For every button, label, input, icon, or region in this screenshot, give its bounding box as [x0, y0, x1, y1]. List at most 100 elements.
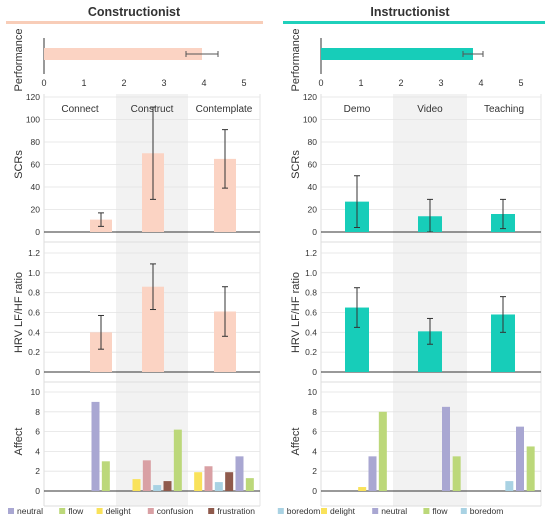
- affect-tick-label: 6: [312, 427, 317, 437]
- legend-label-confusion: confusion: [157, 506, 194, 516]
- scrs-bar: [214, 158, 236, 232]
- affect-bar-neutral: [91, 401, 100, 491]
- affect-tick-label: 0: [312, 486, 317, 496]
- legend-swatch-delight: [321, 508, 327, 514]
- affect-bar-neutral: [516, 426, 524, 491]
- scrs-tick-label: 40: [31, 182, 41, 192]
- affect-bar-flow: [526, 446, 535, 491]
- affect-bar-frustration: [225, 472, 234, 491]
- affect-ylabel: Affect: [13, 428, 25, 456]
- affect-bar-frustration: [163, 481, 172, 491]
- category-label: Teaching: [484, 104, 524, 115]
- affect-bar-confusion: [142, 460, 151, 491]
- hrv-tick-label: 1.2: [28, 248, 40, 258]
- hrv-tick-label: 0.4: [28, 327, 40, 337]
- affect-bar-delight: [132, 479, 141, 491]
- performance-tick-label: 1: [81, 78, 86, 88]
- affect-bar-flow: [173, 429, 182, 491]
- affect-bar-flow: [245, 478, 254, 491]
- hrv-tick-label: 0.4: [305, 327, 317, 337]
- legend-swatch-delight: [96, 508, 103, 514]
- performance-bar: [44, 48, 202, 60]
- performance-tick-label: 4: [478, 78, 483, 88]
- hrv-ylabel: HRV LF/HF ratio: [290, 272, 302, 353]
- performance-tick-label: 4: [201, 78, 206, 88]
- legend-label-flow: flow: [68, 506, 84, 516]
- legend-label-neutral: neutral: [17, 506, 43, 516]
- affect-bar-delight: [194, 472, 203, 491]
- hrv-tick-label: 0.2: [28, 347, 40, 357]
- hrv-tick-label: 1.0: [28, 268, 40, 278]
- scrs-tick-label: 120: [303, 92, 317, 102]
- performance-tick-label: 3: [438, 78, 443, 88]
- legend-swatch-frustration: [208, 508, 215, 514]
- affect-ylabel: Affect: [290, 428, 302, 456]
- scrs-ylabel: SCRs: [290, 150, 302, 179]
- affect-bar-delight: [358, 487, 367, 491]
- affect-bar-flow: [378, 411, 387, 491]
- affect-tick-label: 8: [35, 407, 40, 417]
- legend-swatch-neutral: [372, 508, 379, 514]
- instructionist-panel: Instructionist Performance 0 1 2 3 4 5 Demo Vide…: [283, 5, 545, 516]
- category-label: Contemplate: [196, 104, 253, 115]
- constructionist-title: Constructionist: [88, 5, 181, 19]
- affect-tick-label: 10: [308, 387, 318, 397]
- affect-bar-flow: [101, 461, 110, 491]
- performance-bar: [321, 48, 473, 60]
- category-label: Video: [417, 104, 443, 115]
- legend-swatch-boredom: [460, 508, 467, 514]
- performance-tick-label: 1: [358, 78, 363, 88]
- performance-tick-label: 3: [161, 78, 166, 88]
- scrs-tick-label: 20: [31, 205, 41, 215]
- performance-tick-label: 5: [518, 78, 523, 88]
- hrv-bar: [214, 311, 236, 372]
- affect-tick-label: 6: [35, 427, 40, 437]
- legend-swatch-confusion: [147, 508, 154, 514]
- category-label: Connect: [61, 104, 98, 115]
- legend-label-frustration: frustration: [217, 506, 255, 516]
- affect-tick-label: 10: [31, 387, 41, 397]
- affect-bar-flow: [452, 456, 461, 491]
- hrv-tick-label: 1.0: [305, 268, 317, 278]
- scrs-tick-label: 0: [35, 227, 40, 237]
- affect-bar-neutral: [368, 456, 377, 491]
- scrs-tick-label: 80: [308, 137, 318, 147]
- legend-label-neutral: neutral: [381, 506, 407, 516]
- legend-swatch-flow: [423, 508, 430, 514]
- performance-ylabel: Performance: [13, 29, 25, 92]
- middle-column-shade: [393, 94, 467, 506]
- scrs-tick-label: 40: [308, 182, 318, 192]
- hrv-bar: [142, 286, 164, 372]
- constructionist-panel: Constructionist Performance 0 1 2 3 4 5 Connect…: [6, 5, 320, 516]
- scrs-tick-label: 60: [31, 160, 41, 170]
- hrv-tick-label: 1.2: [305, 248, 317, 258]
- legend-label-boredom: boredom: [470, 506, 504, 516]
- legend-label-boredom: boredom: [287, 506, 321, 516]
- instructionist-header-bar: [283, 21, 545, 24]
- affect-tick-label: 2: [312, 466, 317, 476]
- affect-legend: delight neutral flow boredom: [321, 506, 503, 516]
- affect-tick-label: 4: [35, 446, 40, 456]
- hrv-bar: [90, 332, 112, 372]
- scrs-tick-label: 120: [26, 92, 40, 102]
- performance-tick-label: 2: [121, 78, 126, 88]
- hrv-tick-label: 0: [35, 367, 40, 377]
- category-label: Demo: [344, 104, 371, 115]
- affect-tick-label: 0: [35, 486, 40, 496]
- category-label: Construct: [131, 104, 174, 115]
- affect-tick-label: 8: [312, 407, 317, 417]
- hrv-tick-label: 0.2: [305, 347, 317, 357]
- affect-bar-neutral: [235, 456, 244, 491]
- performance-tick-label: 2: [398, 78, 403, 88]
- performance-tick-label: 5: [241, 78, 246, 88]
- hrv-ylabel: HRV LF/HF ratio: [13, 272, 25, 353]
- affect-tick-label: 4: [312, 446, 317, 456]
- performance-tick-label: 0: [318, 78, 323, 88]
- affect-bar-boredom: [153, 485, 162, 491]
- legend-swatch-boredom: [277, 508, 284, 514]
- legend-swatch-flow: [59, 508, 66, 514]
- legend-label-delight: delight: [330, 506, 356, 516]
- scrs-tick-label: 100: [26, 115, 40, 125]
- hrv-tick-label: 0.6: [28, 308, 40, 318]
